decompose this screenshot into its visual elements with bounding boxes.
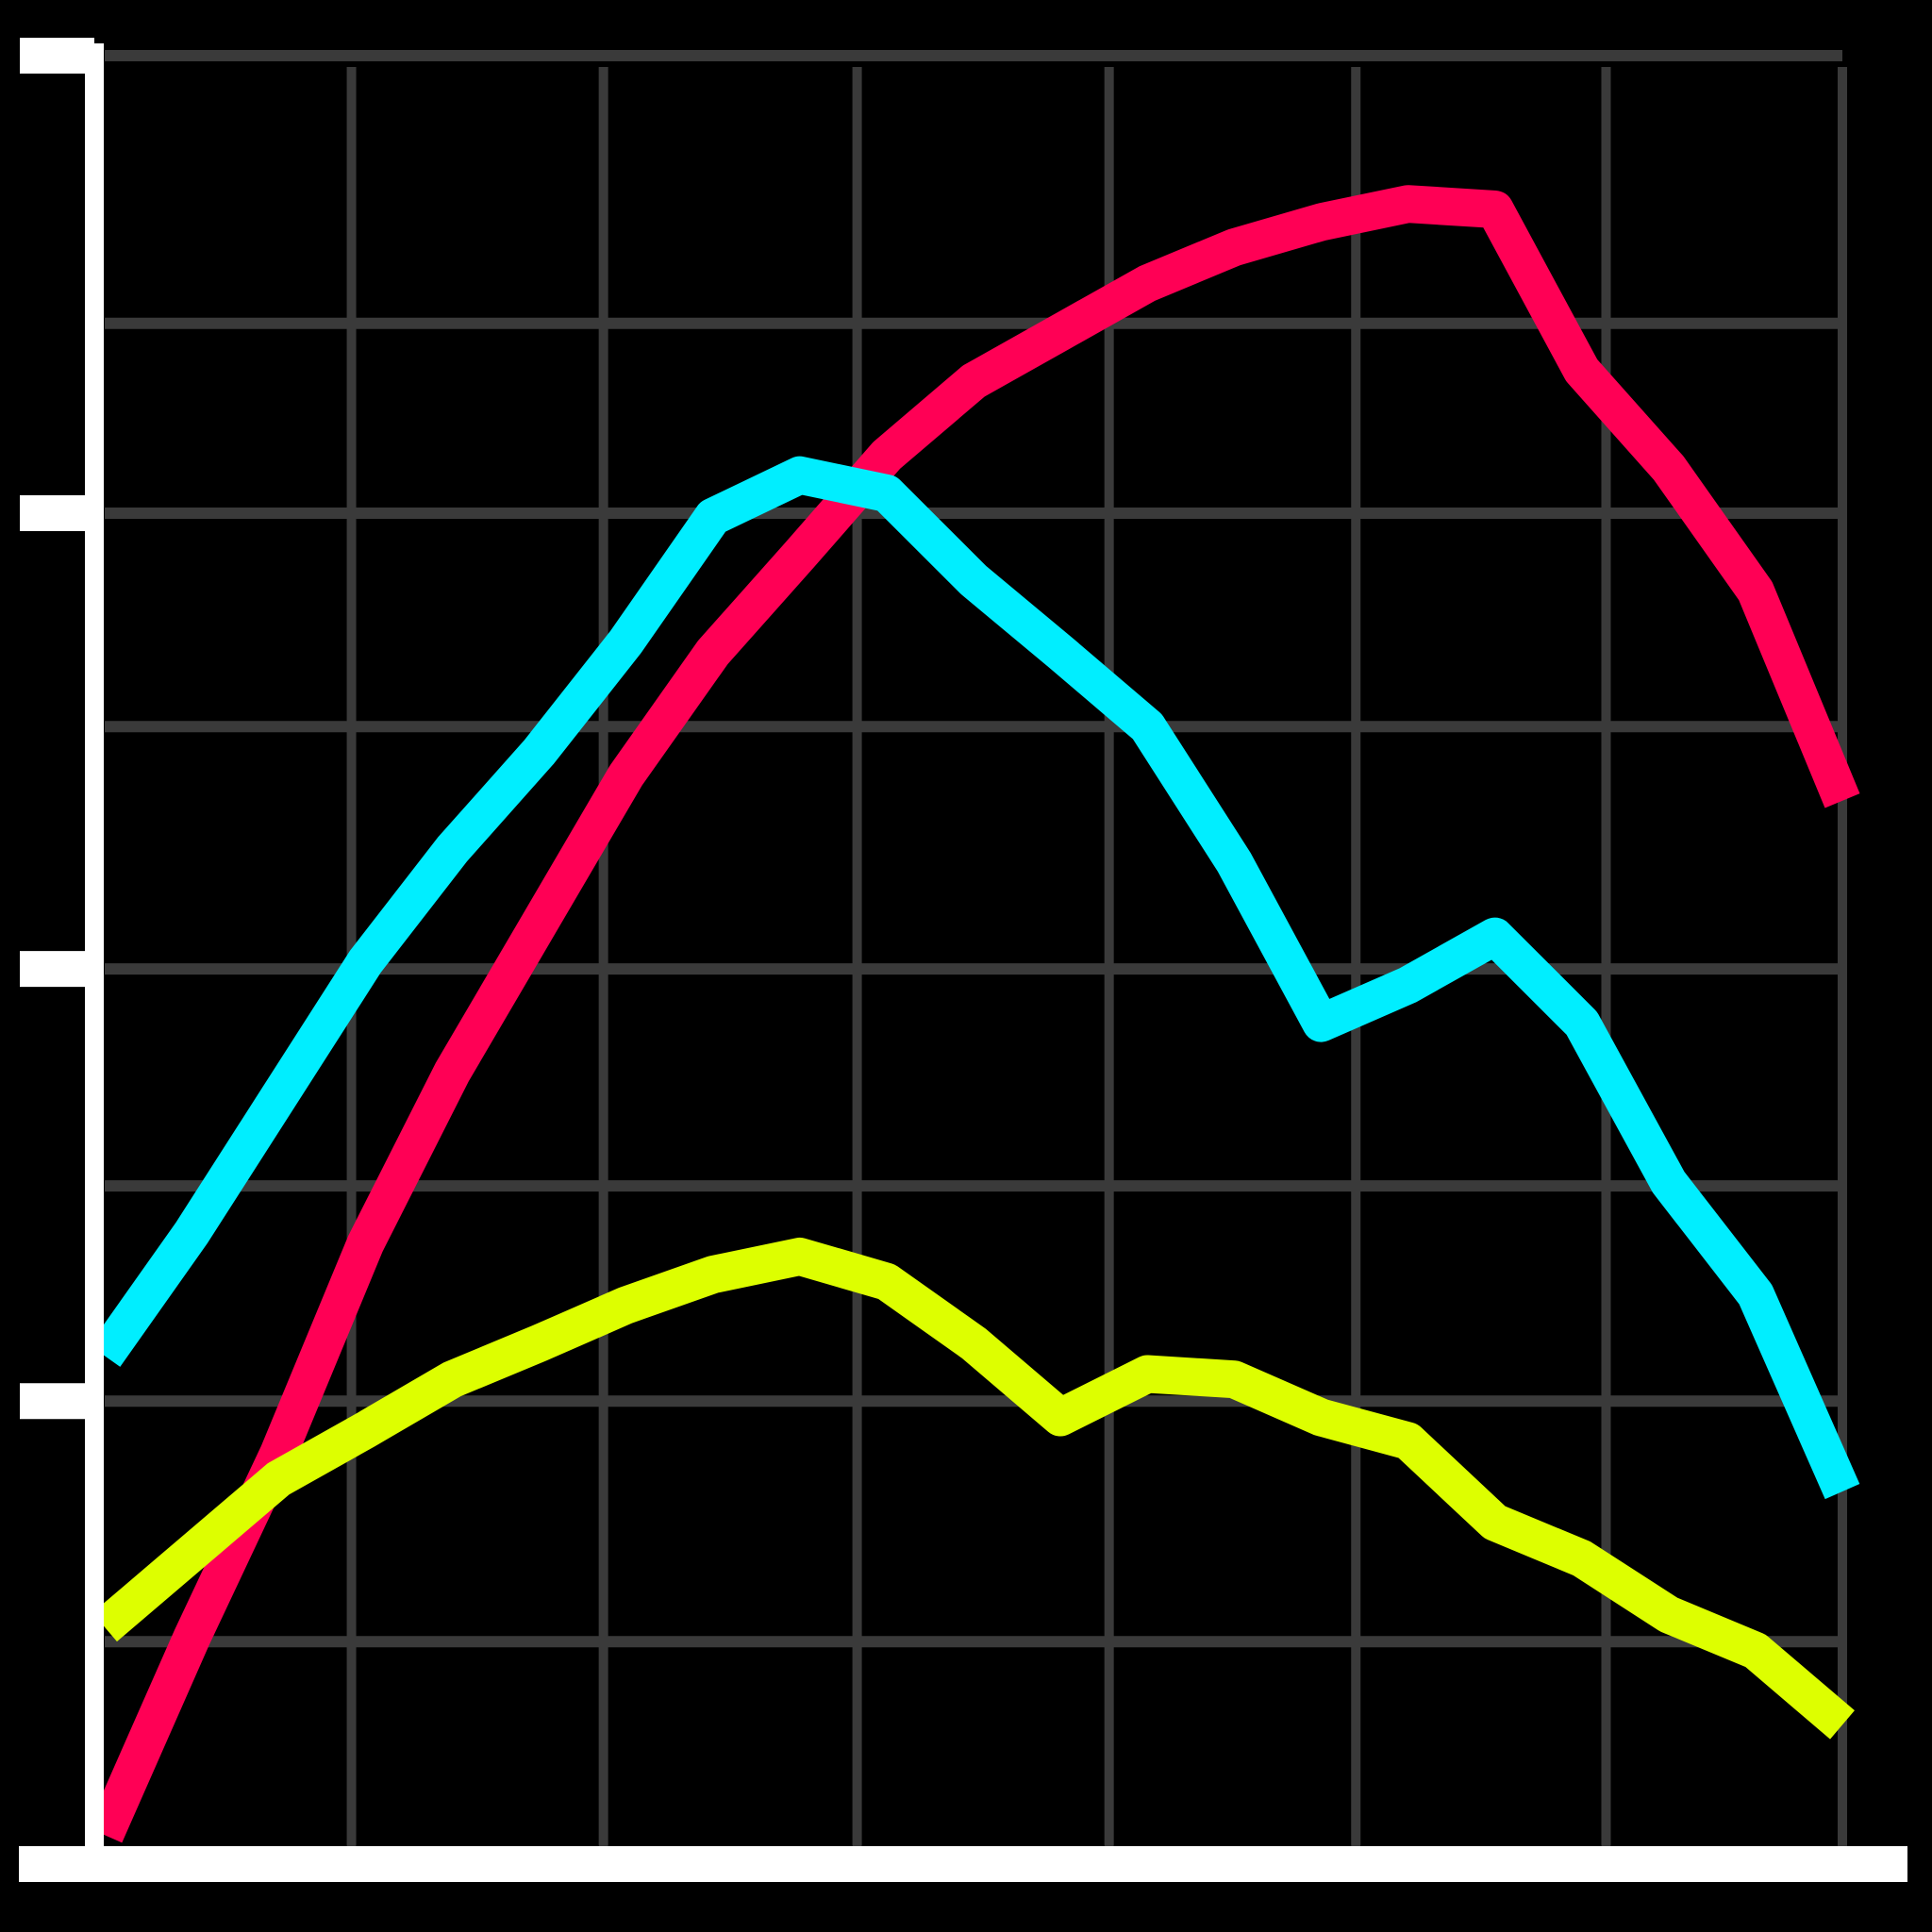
series-line	[87, 185, 1860, 1843]
series-line	[92, 1237, 1855, 1740]
series-line	[89, 456, 1860, 1500]
